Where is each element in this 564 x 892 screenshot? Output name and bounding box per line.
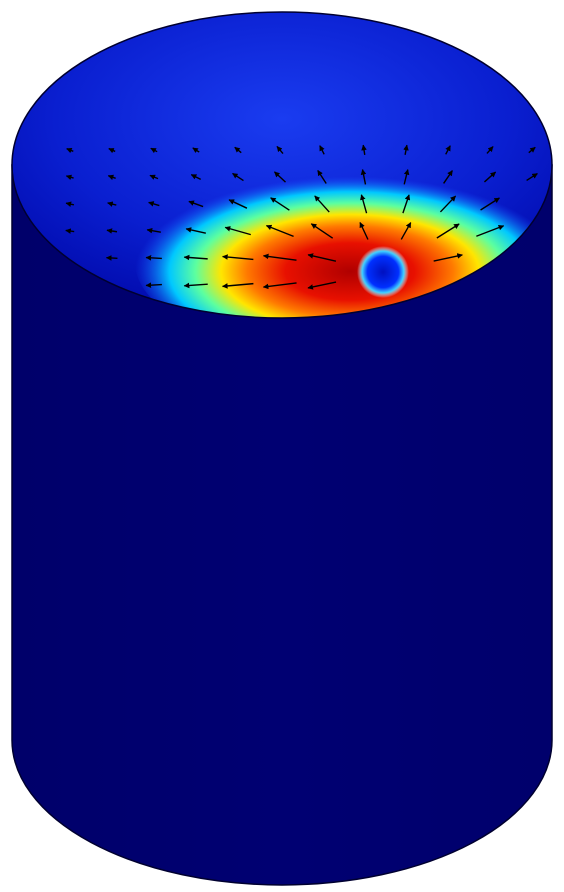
cylinder-render xyxy=(0,0,564,892)
inlet-hole xyxy=(357,246,409,298)
page: (() => { JSON.parse(document.getElementB… xyxy=(0,0,564,892)
velocity-arrow xyxy=(107,258,118,259)
velocity-arrow xyxy=(146,285,162,286)
velocity-arrow xyxy=(146,258,162,259)
